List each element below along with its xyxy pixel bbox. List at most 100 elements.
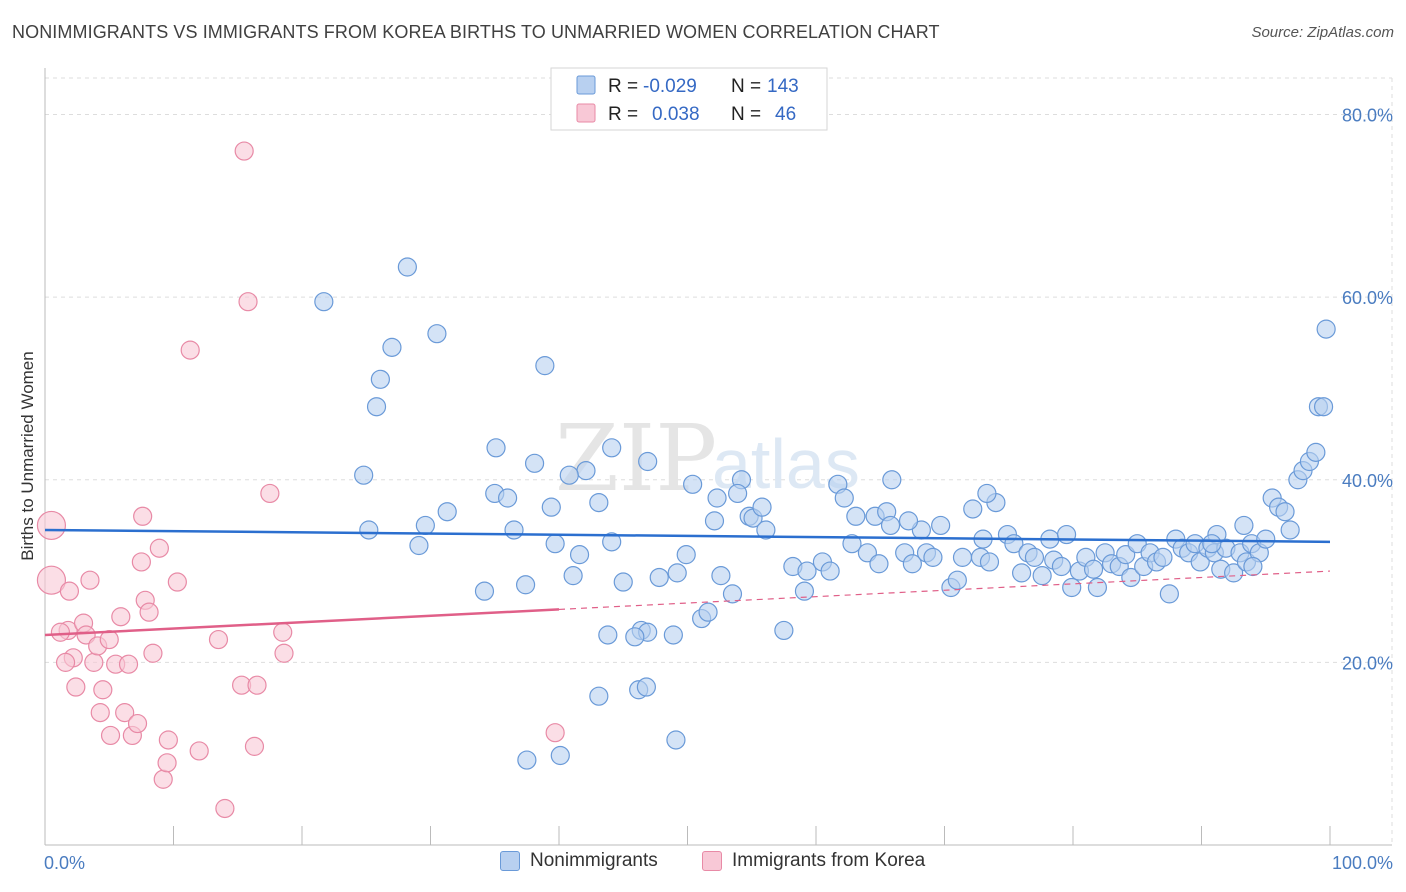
nonimmigrant-point-119	[1306, 442, 1326, 462]
korea-point-4	[36, 565, 67, 595]
korea-point-2	[180, 340, 200, 360]
korea-point-35	[189, 741, 209, 761]
nonimmigrant-point-132	[663, 625, 683, 645]
nonimmigrant-point-24	[541, 497, 561, 517]
korea-point-32	[157, 753, 177, 773]
nonimmigrant-point-62	[931, 515, 951, 536]
korea-point-12	[80, 570, 100, 590]
x-tick-labels: 0.0% 100.0%	[44, 853, 1393, 873]
korea-point-21	[115, 703, 135, 723]
nonimmigrant-point-140	[517, 750, 537, 770]
nonimmigrant-point-32	[667, 563, 687, 583]
nonimmigrant-point-106	[1224, 563, 1244, 583]
legend-box	[550, 67, 828, 131]
nonimmigrant-point-48	[834, 488, 854, 508]
legend-swatch-nonimmigrants	[576, 75, 596, 95]
nonimmigrant-point-23	[504, 520, 524, 540]
watermark: ZIP atlas	[555, 405, 860, 512]
korea-point-41	[260, 483, 280, 504]
nonimmigrant-point-27	[569, 545, 590, 565]
nonimmigrant-point-81	[1062, 577, 1082, 598]
trend-line-korea	[44, 608, 560, 637]
nonimmigrant-point-80	[1056, 524, 1077, 545]
legend-item-nonimmigrants: Nonimmigrants	[500, 850, 658, 872]
legend-r-label-1: R =	[608, 76, 638, 97]
korea-point-16	[93, 680, 113, 700]
korea-point-31	[153, 769, 173, 789]
y-tick-label-80: 80.0%	[1342, 106, 1393, 126]
korea-point-18	[100, 725, 121, 746]
nonimmigrant-point-6	[535, 356, 555, 376]
nonimmigrant-point-17	[359, 520, 379, 540]
nonimmigrant-point-1	[397, 257, 417, 277]
nonimmigrant-point-33	[676, 545, 696, 565]
legend-item-korea: Immigrants from Korea	[702, 850, 925, 872]
legend-r-value-2: 0.038	[652, 104, 700, 125]
nonimmigrant-point-129	[774, 620, 794, 641]
nonimmigrant-point-0	[314, 292, 334, 312]
nonimmigrant-point-58	[902, 554, 922, 574]
nonimmigrant-point-46	[820, 561, 840, 581]
nonimmigrant-point-41	[756, 520, 776, 540]
korea-point-36	[208, 629, 229, 650]
nonimmigrant-point-135	[625, 627, 645, 647]
nonimmigrant-point-95	[1153, 547, 1173, 567]
nonimmigrant-point-115	[1280, 520, 1300, 540]
nonimmigrant-point-19	[415, 515, 435, 536]
korea-point-39	[244, 736, 265, 756]
series-immigrants-korea	[36, 141, 565, 819]
nonimmigrant-point-139	[636, 677, 656, 697]
nonimmigrant-point-15	[707, 488, 727, 508]
korea-point-28	[139, 602, 159, 622]
nonimmigrant-point-122	[1316, 319, 1336, 339]
korea-point-13	[84, 652, 104, 672]
y-axis-label: Births to Unmarried Women	[18, 351, 37, 560]
nonimmigrant-point-2	[382, 337, 402, 357]
korea-point-25	[131, 552, 151, 572]
korea-point-33	[158, 730, 178, 750]
legend-swatch-pink	[702, 851, 722, 871]
korea-point-6	[50, 622, 71, 642]
y-tick-labels: 20.0% 40.0% 60.0% 80.0%	[1342, 106, 1393, 674]
nonimmigrant-point-12	[602, 438, 622, 458]
nonimmigrant-point-69	[979, 552, 1000, 572]
korea-point-20	[111, 607, 131, 627]
korea-point-1	[238, 292, 258, 312]
legend-top: R = -0.029 N = 143 R = 0.038 N = 46	[550, 67, 828, 131]
korea-point-44	[545, 723, 565, 743]
nonimmigrant-point-114	[1275, 502, 1295, 522]
nonimmigrant-point-30	[613, 572, 633, 592]
nonimmigrant-point-29	[602, 532, 622, 552]
nonimmigrant-point-125	[1202, 534, 1222, 554]
series-nonimmigrants	[314, 257, 1336, 770]
nonimmigrant-point-3	[427, 324, 447, 344]
nonimmigrant-point-25	[545, 534, 565, 554]
nonimmigrant-point-66	[963, 499, 983, 519]
nonimmigrant-point-131	[698, 602, 718, 622]
nonimmigrant-point-65	[952, 547, 973, 567]
nonimmigrant-point-5	[366, 397, 387, 417]
nonimmigrant-point-127	[977, 483, 997, 504]
legend-r-value-1: -0.029	[643, 76, 697, 97]
nonimmigrant-point-141	[550, 745, 570, 766]
legend-r-label-2: R =	[608, 104, 638, 125]
nonimmigrant-point-26	[563, 566, 583, 586]
nonimmigrant-point-96	[1159, 584, 1179, 604]
korea-point-24	[127, 713, 148, 734]
nonimmigrant-point-20	[437, 502, 457, 522]
nonimmigrant-point-10	[576, 461, 596, 481]
nonimmigrant-point-34	[704, 511, 725, 531]
korea-point-22	[118, 654, 139, 674]
trend-line-korea-extension	[558, 570, 1331, 611]
nonimmigrant-point-143	[474, 581, 495, 601]
nonimmigrant-point-75	[1024, 547, 1045, 567]
nonimmigrant-point-61	[923, 547, 943, 567]
nonimmigrant-point-7	[354, 465, 374, 485]
y-tick-label-20: 20.0%	[1342, 653, 1393, 673]
nonimmigrant-point-22	[498, 488, 518, 508]
legend-swatch-blue	[500, 851, 520, 871]
nonimmigrant-point-121	[1313, 397, 1334, 417]
nonimmigrant-point-28	[589, 492, 609, 513]
nonimmigrant-point-144	[515, 575, 536, 595]
